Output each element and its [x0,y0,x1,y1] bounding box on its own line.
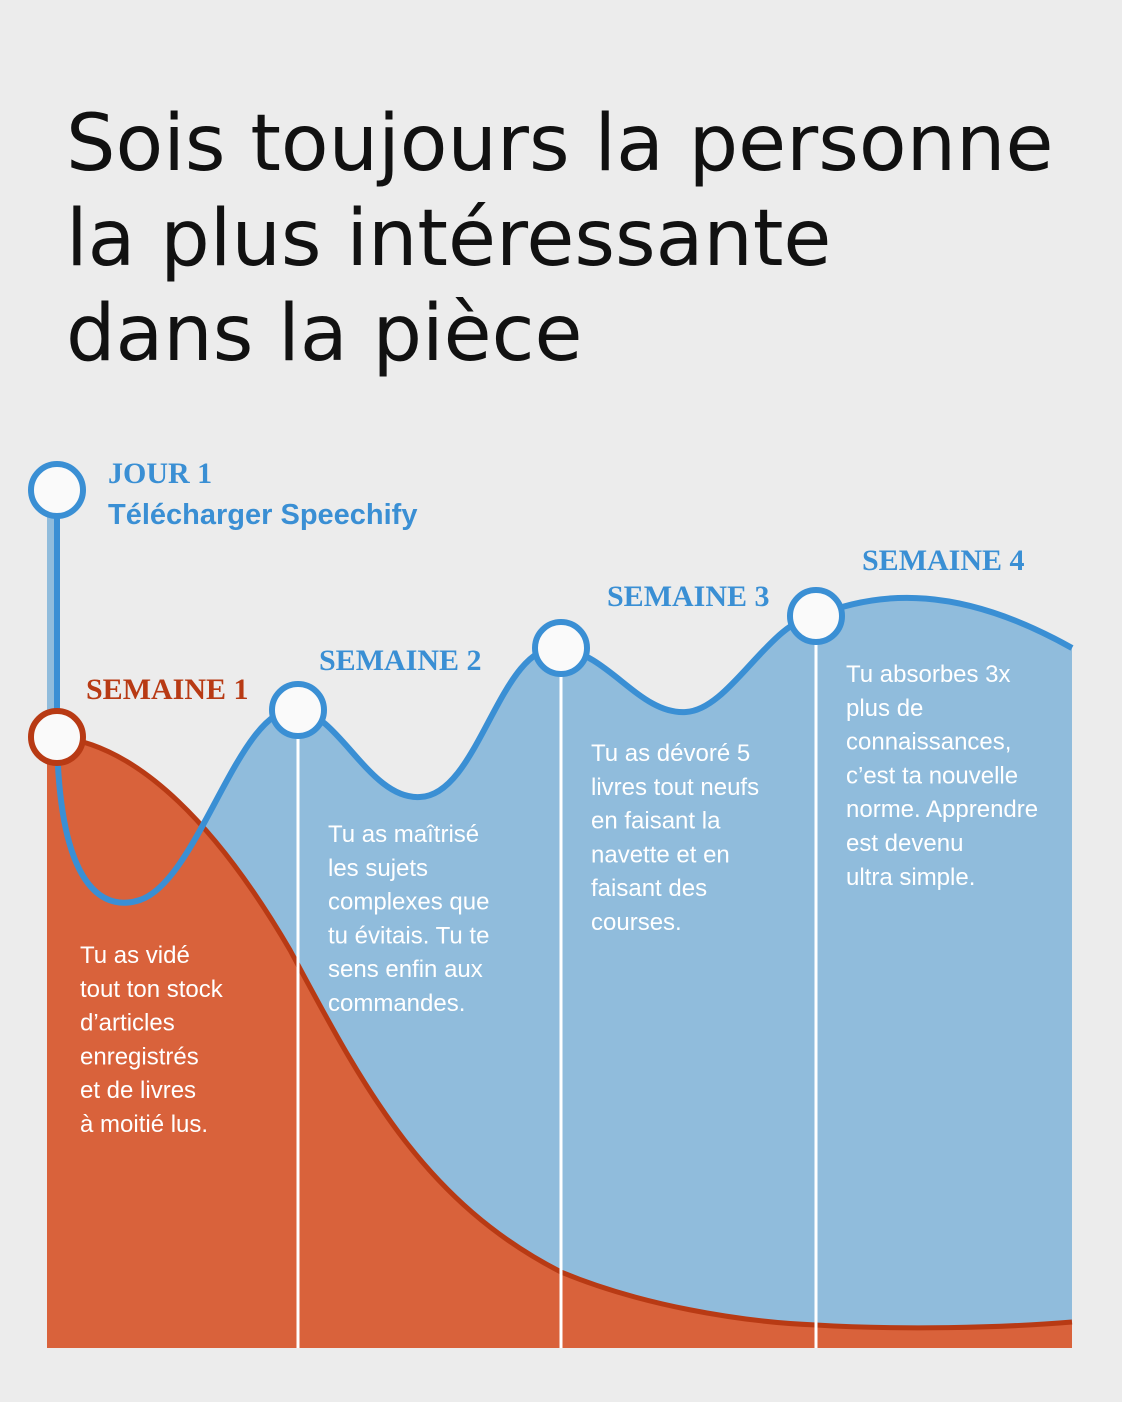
milestone-text: Tu as vidé [80,942,190,969]
dividers [296,616,818,1348]
milestone-text: enregistrés [80,1043,199,1070]
milestone-text: c’est ta nouvelle [846,762,1018,789]
milestone-text: en faisant la [591,808,721,835]
milestone-text: faisant des [591,875,707,902]
milestone-text: complexes que [328,889,489,916]
node [532,619,590,677]
orange-line [56,734,1073,1331]
milestone-text: Tu as dévoré 5 [591,740,750,767]
milestone-text: Tu absorbes 3x [846,661,1011,688]
title-line: dans la pièce [66,289,582,379]
milestone-text: les sujets [328,855,428,882]
milestone-text: navette et en [591,841,730,868]
milestone-text: d’articles [80,1010,175,1037]
milestone-text: Tu as maîtrisé [328,821,479,848]
milestone-text: courses. [591,909,682,936]
milestone-text: est devenu [846,830,963,857]
node [787,587,845,645]
milestone-text: à moitié lus. [80,1111,208,1138]
milestone-label: SEMAINE 3 [607,580,770,613]
milestone-label: SEMAINE 4 [862,544,1025,577]
title-line: la plus intéressante [66,194,831,284]
milestone-text: et de livres [80,1077,196,1104]
milestone-text: tu évitais. Tu te [328,922,489,949]
milestone-text: commandes. [328,990,465,1017]
orange-area [47,737,1072,1348]
node [28,461,86,519]
milestone-text: plus de [846,695,923,722]
start-subtitle: Télécharger Speechify [108,499,417,531]
milestone-label: SEMAINE 2 [319,644,482,677]
start-label: JOUR 1 [108,457,212,490]
milestone-text: tout ton stock [80,976,224,1003]
title-line: Sois toujours la personne [66,99,1053,189]
milestone-text: ultra simple. [846,864,975,891]
nodes [28,461,845,766]
milestone-label: SEMAINE 1 [86,673,249,706]
milestone-text: norme. Apprendre [846,796,1038,823]
node [28,708,86,766]
milestone-text: livres tout neufs [591,774,759,801]
milestone-text: sens enfin aux [328,956,483,983]
node [269,681,327,739]
milestone-text: connaissances, [846,729,1011,756]
